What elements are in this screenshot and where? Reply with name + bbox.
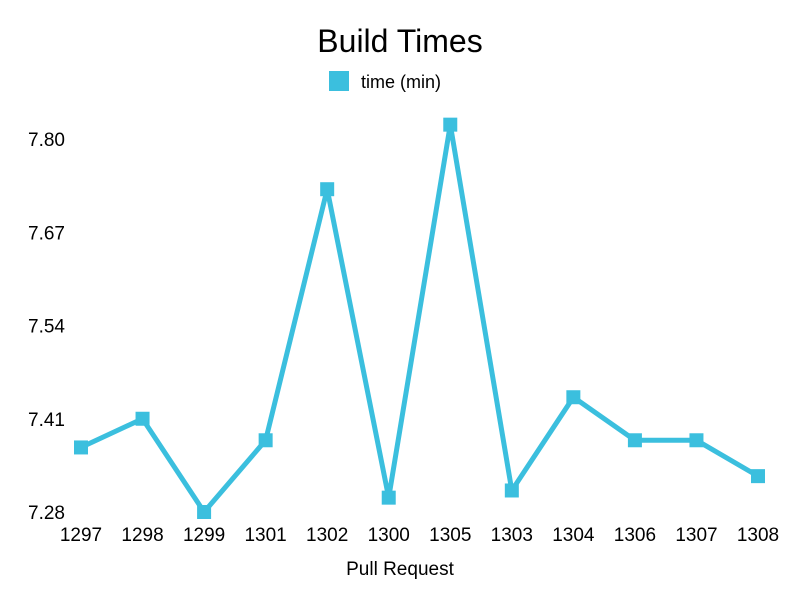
x-axis-label: Pull Request <box>346 559 454 580</box>
data-point <box>504 483 519 498</box>
x-tick-label: 1298 <box>121 525 163 546</box>
legend-swatch <box>329 71 349 91</box>
x-tick-label: 1302 <box>306 525 348 546</box>
legend: time (min) <box>329 71 441 92</box>
x-tick-label: 1299 <box>183 525 225 546</box>
data-point <box>135 411 150 426</box>
x-tick-label: 1300 <box>368 525 410 546</box>
x-tick-label: 1297 <box>60 525 102 546</box>
x-tick-label: 1305 <box>429 525 471 546</box>
y-tick-label: 7.54 <box>28 317 65 338</box>
x-tick-label: 1304 <box>552 525 595 546</box>
y-axis-ticks: 7.28 7.41 7.54 7.67 7.80 <box>28 130 65 524</box>
x-tick-label: 1306 <box>614 525 656 546</box>
data-point <box>381 490 396 505</box>
data-point <box>443 117 458 132</box>
x-tick-label: 1308 <box>737 525 779 546</box>
y-tick-label: 7.41 <box>28 410 65 431</box>
data-point <box>627 433 642 448</box>
y-tick-label: 7.28 <box>28 503 65 524</box>
x-tick-label: 1303 <box>491 525 533 546</box>
chart-title: Build Times <box>317 23 482 59</box>
data-point <box>320 182 335 197</box>
data-point <box>751 469 765 484</box>
x-tick-label: 1301 <box>244 525 286 546</box>
data-point <box>197 505 212 519</box>
legend-label: time (min) <box>361 72 441 92</box>
series-time <box>74 117 765 519</box>
data-point <box>258 433 273 448</box>
series-line <box>79 124 760 517</box>
data-point <box>689 433 704 448</box>
x-axis-ticks: 1297 1298 1299 1301 1302 1300 1305 1303 1304 1306… <box>60 525 779 546</box>
data-point <box>74 440 88 455</box>
y-tick-label: 7.80 <box>28 130 65 151</box>
y-tick-label: 7.67 <box>28 223 65 244</box>
x-tick-label: 1307 <box>675 525 717 546</box>
data-point <box>566 390 581 405</box>
